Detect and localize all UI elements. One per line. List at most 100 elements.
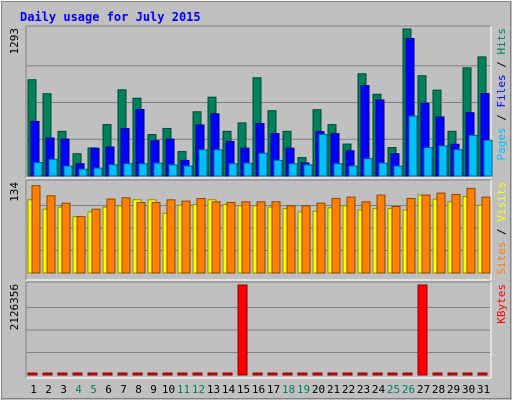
bar-kbytes-day-9 bbox=[147, 372, 158, 376]
legend-entry-files: Files bbox=[495, 74, 508, 107]
series-pages bbox=[33, 115, 493, 177]
bar-pages-day-9 bbox=[153, 162, 163, 177]
legend-separator: / bbox=[495, 108, 508, 128]
legend: KBytes bbox=[495, 284, 508, 324]
bar-pages-day-22 bbox=[348, 165, 358, 177]
x-tick-label-13: 13 bbox=[207, 383, 220, 396]
y-max-label: 1293 bbox=[8, 28, 21, 55]
bar-pages-day-13 bbox=[213, 149, 223, 177]
bar-kbytes-day-12 bbox=[192, 372, 203, 376]
bar-kbytes-day-1 bbox=[27, 372, 38, 376]
bar-pages-day-23 bbox=[363, 158, 373, 177]
bar-pages-day-30 bbox=[468, 134, 478, 177]
bar-sites-day-8 bbox=[136, 201, 146, 274]
bar-kbytes-day-21 bbox=[327, 372, 338, 376]
bar-kbytes-day-17 bbox=[267, 372, 278, 376]
bar-pages-day-10 bbox=[168, 164, 178, 177]
bar-kbytes-day-26 bbox=[402, 372, 413, 376]
bar-sites-day-23 bbox=[361, 201, 371, 274]
bar-pages-day-19 bbox=[303, 164, 313, 177]
bar-sites-day-28 bbox=[436, 192, 446, 274]
x-tick-label-5: 5 bbox=[90, 383, 97, 396]
bar-kbytes-day-25 bbox=[387, 372, 398, 376]
panel-visits-sites: 134 Sites / Visits bbox=[8, 179, 508, 281]
bar-kbytes-day-8 bbox=[132, 372, 143, 376]
bar-pages-day-25 bbox=[393, 165, 403, 177]
bar-sites-day-4 bbox=[76, 216, 86, 274]
legend: Sites / Visits bbox=[495, 182, 508, 275]
x-tick-label-14: 14 bbox=[222, 383, 236, 396]
x-tick-label-27: 27 bbox=[417, 383, 430, 396]
x-tick-label-16: 16 bbox=[252, 383, 265, 396]
bar-kbytes-day-15 bbox=[237, 284, 248, 376]
bar-kbytes-day-2 bbox=[42, 372, 53, 376]
x-tick-label-10: 10 bbox=[162, 383, 175, 396]
bar-pages-day-16 bbox=[258, 152, 268, 177]
x-tick-label-30: 30 bbox=[462, 383, 475, 396]
x-tick-label-25: 25 bbox=[387, 383, 400, 396]
x-tick-label-1: 1 bbox=[30, 383, 37, 396]
legend: Pages / Files / Hits bbox=[495, 28, 508, 161]
bar-pages-day-8 bbox=[138, 163, 148, 177]
x-tick-label-9: 9 bbox=[150, 383, 157, 396]
bar-sites-day-7 bbox=[121, 197, 131, 274]
bar-pages-day-21 bbox=[333, 163, 343, 177]
chart-title: Daily usage for July 2015 bbox=[20, 10, 201, 24]
legend-entry-pages: Pages bbox=[495, 127, 508, 160]
bar-pages-day-4 bbox=[78, 168, 88, 177]
bar-kbytes-day-29 bbox=[447, 372, 458, 376]
x-tick-label-12: 12 bbox=[192, 383, 205, 396]
legend-entry-hits: Hits bbox=[495, 28, 508, 55]
bar-pages-day-11 bbox=[183, 165, 193, 177]
x-tick-label-28: 28 bbox=[432, 383, 445, 396]
bar-sites-day-25 bbox=[391, 206, 401, 274]
chart-panels: 1293 Pages / Files / Hits 134 Sites / Visit… bbox=[8, 25, 508, 379]
x-tick-label-17: 17 bbox=[267, 383, 280, 396]
bar-kbytes-day-11 bbox=[177, 372, 188, 376]
x-tick-label-23: 23 bbox=[357, 383, 370, 396]
x-tick-label-20: 20 bbox=[312, 383, 325, 396]
x-tick-label-18: 18 bbox=[282, 383, 295, 396]
bar-pages-day-1 bbox=[33, 162, 43, 177]
bar-sites-day-20 bbox=[316, 202, 326, 274]
bar-pages-day-7 bbox=[123, 163, 133, 177]
bar-pages-day-14 bbox=[228, 163, 238, 177]
bar-kbytes-day-7 bbox=[117, 372, 128, 376]
bar-sites-day-30 bbox=[466, 187, 476, 274]
x-tick-label-29: 29 bbox=[447, 383, 460, 396]
bar-sites-day-6 bbox=[106, 198, 116, 274]
x-tick-label-22: 22 bbox=[342, 383, 355, 396]
bar-sites-day-29 bbox=[451, 193, 461, 274]
bar-sites-day-31 bbox=[481, 196, 491, 274]
bar-kbytes-day-4 bbox=[72, 372, 83, 376]
bar-kbytes-day-28 bbox=[432, 372, 443, 376]
x-tick-label-4: 4 bbox=[75, 383, 82, 396]
bar-sites-day-17 bbox=[271, 201, 281, 274]
bar-pages-day-20 bbox=[318, 134, 328, 177]
bar-kbytes-day-20 bbox=[312, 372, 323, 376]
bar-sites-day-12 bbox=[196, 197, 206, 274]
bar-pages-day-28 bbox=[438, 145, 448, 177]
legend-separator: / bbox=[495, 222, 508, 242]
bar-kbytes-day-10 bbox=[162, 372, 173, 376]
x-tick-label-19: 19 bbox=[297, 383, 310, 396]
bar-pages-day-31 bbox=[483, 139, 493, 177]
bar-kbytes-day-5 bbox=[87, 372, 98, 376]
bar-sites-day-21 bbox=[331, 197, 341, 274]
bar-kbytes-day-27 bbox=[417, 284, 428, 376]
bar-pages-day-15 bbox=[243, 162, 253, 177]
bar-sites-day-26 bbox=[406, 197, 416, 274]
bar-pages-day-5 bbox=[93, 167, 103, 177]
x-tick-label-15: 15 bbox=[237, 383, 250, 396]
legend-entry-kbytes: KBytes bbox=[495, 284, 508, 324]
panel-hits-files-pages: 1293 Pages / Files / Hits bbox=[8, 25, 508, 179]
x-tick-label-3: 3 bbox=[60, 383, 67, 396]
bar-kbytes-day-30 bbox=[462, 372, 473, 376]
x-tick-label-6: 6 bbox=[105, 383, 112, 396]
bar-kbytes-day-24 bbox=[372, 372, 383, 376]
bar-sites-day-27 bbox=[421, 194, 431, 274]
bar-sites-day-11 bbox=[181, 200, 191, 274]
legend-separator: / bbox=[495, 55, 508, 75]
